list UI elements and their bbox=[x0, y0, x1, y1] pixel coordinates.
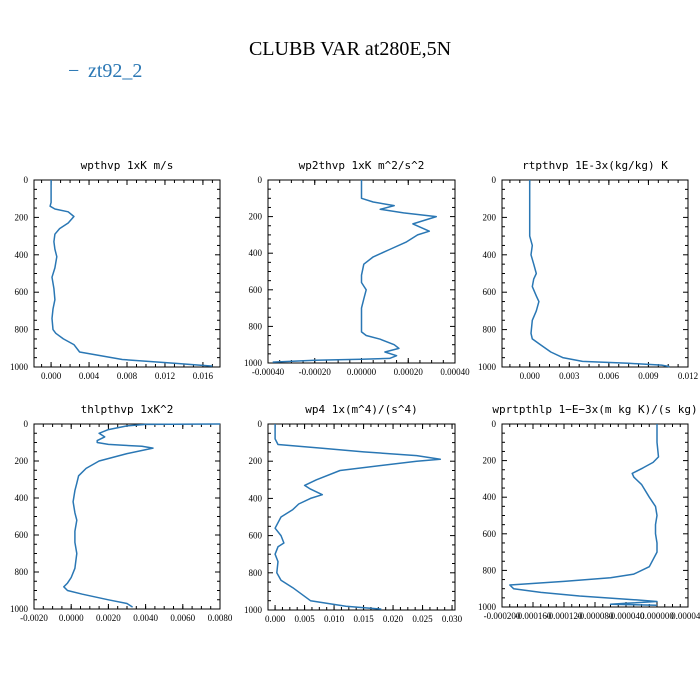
y-tick-label: 400 bbox=[483, 492, 497, 502]
x-tick-label: -0.000080 bbox=[577, 611, 614, 621]
y-tick-label: 200 bbox=[249, 456, 263, 466]
x-tick-label: 0.0000 bbox=[59, 613, 84, 623]
panel-title: wp2thvp 1xK m^2/s^2 bbox=[299, 159, 425, 172]
series-line bbox=[528, 180, 670, 368]
y-tick-label: 0 bbox=[492, 175, 497, 185]
x-tick-label: 0.0060 bbox=[170, 613, 195, 623]
panel-3: rtpthvp 1E-3x(kg/kg) K 0 200 400 600 800 1000 0… bbox=[478, 159, 698, 381]
x-tick-label: 0.00000 bbox=[347, 367, 377, 377]
x-tick-label: 0.000 bbox=[520, 371, 541, 381]
y-tick-label: 600 bbox=[249, 285, 263, 295]
x-tick-label: 0.020 bbox=[383, 614, 404, 624]
panel-1: wpthvp 1xK m/s 0 200 400 600 800 1000 0.000 0.00… bbox=[10, 159, 221, 381]
panel-title: rtpthvp 1E-3x(kg/kg) K bbox=[522, 159, 668, 172]
x-tick-label: 0.003 bbox=[559, 371, 580, 381]
x-tick-label: -0.000160 bbox=[515, 611, 552, 621]
y-tick-label: 200 bbox=[249, 212, 263, 222]
y-tick-label: 0 bbox=[24, 419, 29, 429]
y-tick-label: 600 bbox=[15, 530, 29, 540]
panel-6: wprtpthlp 1−E−3x(m kg K)/(s kg) 0 200 400 60… bbox=[478, 403, 700, 621]
x-tick-label: 0.030 bbox=[442, 614, 463, 624]
x-tick-label: 0.009 bbox=[638, 371, 659, 381]
panel-title: wpthvp 1xK m/s bbox=[81, 159, 174, 172]
plot-frame bbox=[33, 179, 221, 368]
y-tick-label: 1000 bbox=[478, 602, 497, 612]
x-tick-label: 0.00020 bbox=[394, 367, 424, 377]
x-tick-label: -0.000200 bbox=[484, 611, 521, 621]
y-tick-label: 400 bbox=[15, 493, 29, 503]
panel-title: thlpthvp 1xK^2 bbox=[81, 403, 174, 416]
series-line bbox=[49, 180, 213, 367]
x-tick-label: 0.0080 bbox=[208, 613, 233, 623]
x-tick-label: 0.000000 bbox=[640, 611, 674, 621]
panel-4: thlpthvp 1xK^2 0 200 400 600 800 1000-0.0020 0.… bbox=[10, 403, 233, 623]
y-tick-label: 800 bbox=[15, 567, 29, 577]
y-tick-label: 0 bbox=[258, 419, 263, 429]
y-tick-label: 600 bbox=[483, 529, 497, 539]
x-tick-label: 0.0020 bbox=[96, 613, 121, 623]
x-tick-label: 0.000 bbox=[265, 614, 286, 624]
x-tick-label: 0.015 bbox=[353, 614, 374, 624]
x-tick-label: 0.006 bbox=[599, 371, 620, 381]
x-tick-label: -0.00020 bbox=[299, 367, 332, 377]
y-tick-label: 200 bbox=[15, 212, 29, 222]
y-tick-label: 400 bbox=[483, 250, 497, 260]
x-tick-label: 0.000 bbox=[41, 371, 62, 381]
y-tick-label: 600 bbox=[483, 287, 497, 297]
x-tick-label: -0.00040 bbox=[252, 367, 285, 377]
series-line bbox=[274, 424, 442, 610]
x-tick-label: 0.025 bbox=[412, 614, 433, 624]
y-tick-label: 0 bbox=[258, 175, 263, 185]
y-tick-label: 800 bbox=[249, 321, 263, 331]
x-tick-label: -0.000120 bbox=[546, 611, 583, 621]
y-tick-label: 400 bbox=[249, 248, 263, 258]
y-tick-label: 400 bbox=[15, 250, 29, 260]
legend: − zt92_2 bbox=[68, 60, 142, 82]
x-tick-label: 0.004 bbox=[79, 371, 100, 381]
x-tick-label: 0.012 bbox=[155, 371, 175, 381]
y-tick-label: 1000 bbox=[10, 362, 29, 372]
series-line bbox=[63, 423, 221, 608]
x-tick-label: 0.016 bbox=[193, 371, 214, 381]
legend-marker: − bbox=[68, 60, 79, 82]
y-tick-label: 800 bbox=[15, 325, 29, 335]
y-tick-label: 600 bbox=[15, 287, 29, 297]
y-tick-label: 1000 bbox=[10, 604, 29, 614]
y-tick-label: 800 bbox=[483, 565, 497, 575]
x-tick-label: 0.012 bbox=[678, 371, 698, 381]
x-tick-label: -0.0020 bbox=[20, 613, 48, 623]
x-tick-label: 0.010 bbox=[324, 614, 345, 624]
x-tick-label: -0.000040 bbox=[608, 611, 645, 621]
y-tick-label: 200 bbox=[15, 456, 29, 466]
y-tick-label: 1000 bbox=[244, 605, 263, 615]
x-tick-label: 0.008 bbox=[117, 371, 138, 381]
y-tick-label: 0 bbox=[492, 419, 497, 429]
x-tick-label: 0.005 bbox=[294, 614, 315, 624]
x-tick-label: 0.0040 bbox=[133, 613, 158, 623]
panel-title: wprtpthlp 1−E−3x(m kg K)/(s kg) bbox=[492, 403, 697, 416]
y-tick-label: 400 bbox=[249, 493, 263, 503]
y-tick-label: 800 bbox=[483, 325, 497, 335]
legend-label: zt92_2 bbox=[88, 60, 142, 82]
figure-title: CLUBB VAR at280E,5N bbox=[249, 38, 451, 60]
series-line bbox=[272, 180, 438, 363]
x-tick-label: 0.000040 bbox=[671, 611, 700, 621]
series-line bbox=[509, 424, 660, 606]
y-tick-label: 200 bbox=[483, 456, 497, 466]
x-tick-label: 0.00040 bbox=[440, 367, 470, 377]
plot-frame bbox=[33, 423, 221, 610]
y-tick-label: 1000 bbox=[478, 362, 497, 372]
y-tick-label: 600 bbox=[249, 531, 263, 541]
y-tick-label: 1000 bbox=[244, 358, 263, 368]
y-tick-label: 0 bbox=[24, 175, 29, 185]
panel-title: wp4 1x(m^4)/(s^4) bbox=[305, 403, 418, 416]
y-tick-label: 800 bbox=[249, 568, 263, 578]
plot-frame bbox=[267, 179, 456, 364]
panel-2: wp2thvp 1xK m^2/s^202004006008001000-0.0… bbox=[244, 159, 470, 377]
y-tick-label: 200 bbox=[483, 212, 497, 222]
